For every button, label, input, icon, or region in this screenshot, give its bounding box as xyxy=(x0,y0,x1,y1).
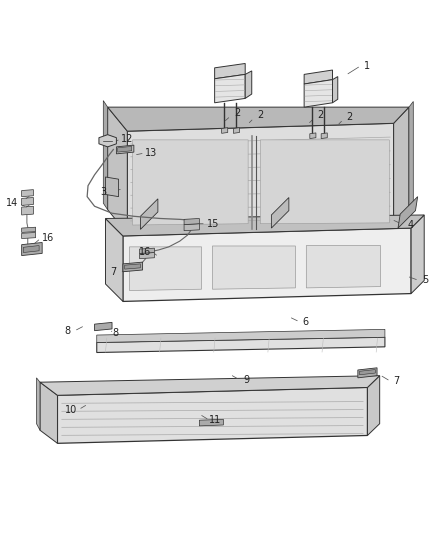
Polygon shape xyxy=(108,107,409,131)
Polygon shape xyxy=(36,378,40,430)
Polygon shape xyxy=(97,329,385,343)
Polygon shape xyxy=(21,243,42,256)
Polygon shape xyxy=(141,199,158,229)
Polygon shape xyxy=(23,246,39,253)
Text: 2: 2 xyxy=(234,108,240,118)
Text: 16: 16 xyxy=(42,233,54,243)
Text: 4: 4 xyxy=(407,220,413,230)
Polygon shape xyxy=(260,140,389,224)
Text: 6: 6 xyxy=(302,317,308,327)
Text: 16: 16 xyxy=(139,247,152,257)
Polygon shape xyxy=(123,262,143,272)
Text: 7: 7 xyxy=(110,266,117,277)
Polygon shape xyxy=(215,75,245,103)
Polygon shape xyxy=(57,387,367,443)
Polygon shape xyxy=(117,145,134,154)
Polygon shape xyxy=(222,128,228,133)
Polygon shape xyxy=(99,135,117,147)
Polygon shape xyxy=(125,264,141,269)
Polygon shape xyxy=(304,70,332,84)
Polygon shape xyxy=(245,71,252,99)
Polygon shape xyxy=(233,128,240,133)
Polygon shape xyxy=(130,247,201,290)
Polygon shape xyxy=(358,368,377,378)
Polygon shape xyxy=(106,177,119,197)
Polygon shape xyxy=(106,219,123,302)
Polygon shape xyxy=(106,215,424,236)
Polygon shape xyxy=(332,77,338,103)
Text: 14: 14 xyxy=(6,198,18,208)
Text: 2: 2 xyxy=(346,112,353,122)
Polygon shape xyxy=(398,197,418,228)
Polygon shape xyxy=(95,322,112,330)
Polygon shape xyxy=(127,123,394,234)
Polygon shape xyxy=(272,198,289,228)
Polygon shape xyxy=(21,198,33,205)
Polygon shape xyxy=(97,337,385,352)
Polygon shape xyxy=(212,246,295,289)
Polygon shape xyxy=(21,206,33,215)
Polygon shape xyxy=(133,140,248,225)
Polygon shape xyxy=(409,101,413,210)
Text: 11: 11 xyxy=(209,415,222,425)
Text: 8: 8 xyxy=(112,328,118,338)
Polygon shape xyxy=(394,107,409,226)
Polygon shape xyxy=(184,224,199,231)
Polygon shape xyxy=(40,382,57,443)
Polygon shape xyxy=(103,101,108,210)
Polygon shape xyxy=(411,215,424,294)
Polygon shape xyxy=(310,133,316,139)
Polygon shape xyxy=(123,228,411,302)
Polygon shape xyxy=(321,133,327,139)
Text: 7: 7 xyxy=(394,376,400,386)
Text: 5: 5 xyxy=(422,276,428,286)
Text: 15: 15 xyxy=(207,219,219,229)
Polygon shape xyxy=(108,107,127,234)
Polygon shape xyxy=(184,219,199,224)
Polygon shape xyxy=(21,190,33,197)
Polygon shape xyxy=(140,248,154,253)
Text: 13: 13 xyxy=(145,148,157,158)
Text: 10: 10 xyxy=(65,405,78,415)
Polygon shape xyxy=(140,253,154,259)
Text: 3: 3 xyxy=(101,187,107,197)
Text: 9: 9 xyxy=(243,375,249,385)
Polygon shape xyxy=(199,419,223,426)
Polygon shape xyxy=(215,63,245,79)
Polygon shape xyxy=(40,376,380,395)
Polygon shape xyxy=(360,369,375,375)
Polygon shape xyxy=(367,376,380,435)
Text: 1: 1 xyxy=(364,61,371,71)
Text: 2: 2 xyxy=(257,110,263,120)
Polygon shape xyxy=(306,246,381,288)
Polygon shape xyxy=(304,79,332,107)
Text: 2: 2 xyxy=(317,110,323,120)
Polygon shape xyxy=(21,232,35,239)
Text: 12: 12 xyxy=(121,134,134,144)
Polygon shape xyxy=(118,147,132,152)
Text: 8: 8 xyxy=(65,326,71,336)
Polygon shape xyxy=(21,227,35,232)
